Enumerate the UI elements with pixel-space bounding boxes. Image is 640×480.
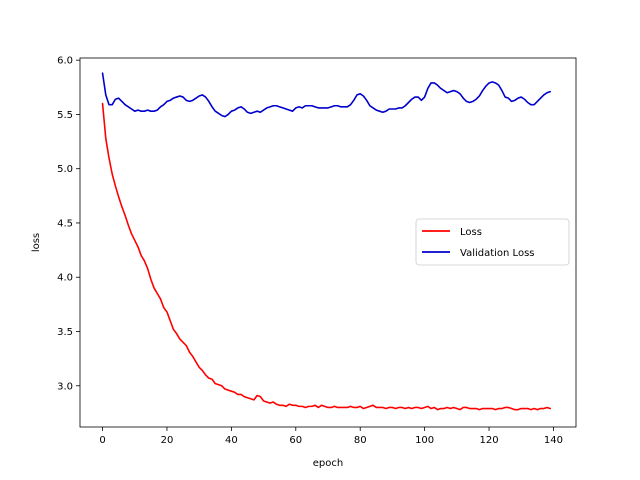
y-tick-label: 3.0 [57, 381, 73, 392]
legend-label-validation-loss: Validation Loss [460, 248, 535, 259]
x-tick-label: 60 [289, 435, 302, 446]
y-tick-label: 4.5 [57, 218, 73, 229]
legend-box [415, 218, 570, 266]
series-line-validation-loss [101, 72, 552, 118]
y-axis-label: loss [31, 233, 42, 252]
x-tick-label: 100 [415, 435, 434, 446]
x-tick-label: 120 [479, 435, 498, 446]
y-tick-label: 5.0 [57, 164, 73, 175]
series-line-loss [101, 102, 552, 411]
x-axis-label: epoch [313, 458, 343, 469]
y-tick-label: 3.5 [57, 327, 73, 338]
legend-label-loss: Loss [460, 227, 482, 238]
y-tick-label: 6.0 [57, 56, 73, 67]
x-tick-label: 40 [225, 435, 238, 446]
x-tick-label: 0 [99, 435, 105, 446]
plot-frame [79, 57, 577, 428]
x-tick-label: 80 [354, 435, 367, 446]
y-tick-label: 5.5 [57, 110, 73, 121]
y-axis: 3.0 3.5 4.0 4.5 5.0 5.5 6.0 [57, 56, 80, 392]
x-tick-label: 140 [544, 435, 563, 446]
y-tick-label: 4.0 [57, 273, 73, 284]
legend: Loss Validation Loss [415, 218, 570, 266]
x-tick-label: 20 [161, 435, 174, 446]
series-layer [101, 72, 552, 411]
x-axis: 0 20 40 60 80 100 120 140 [99, 427, 563, 446]
